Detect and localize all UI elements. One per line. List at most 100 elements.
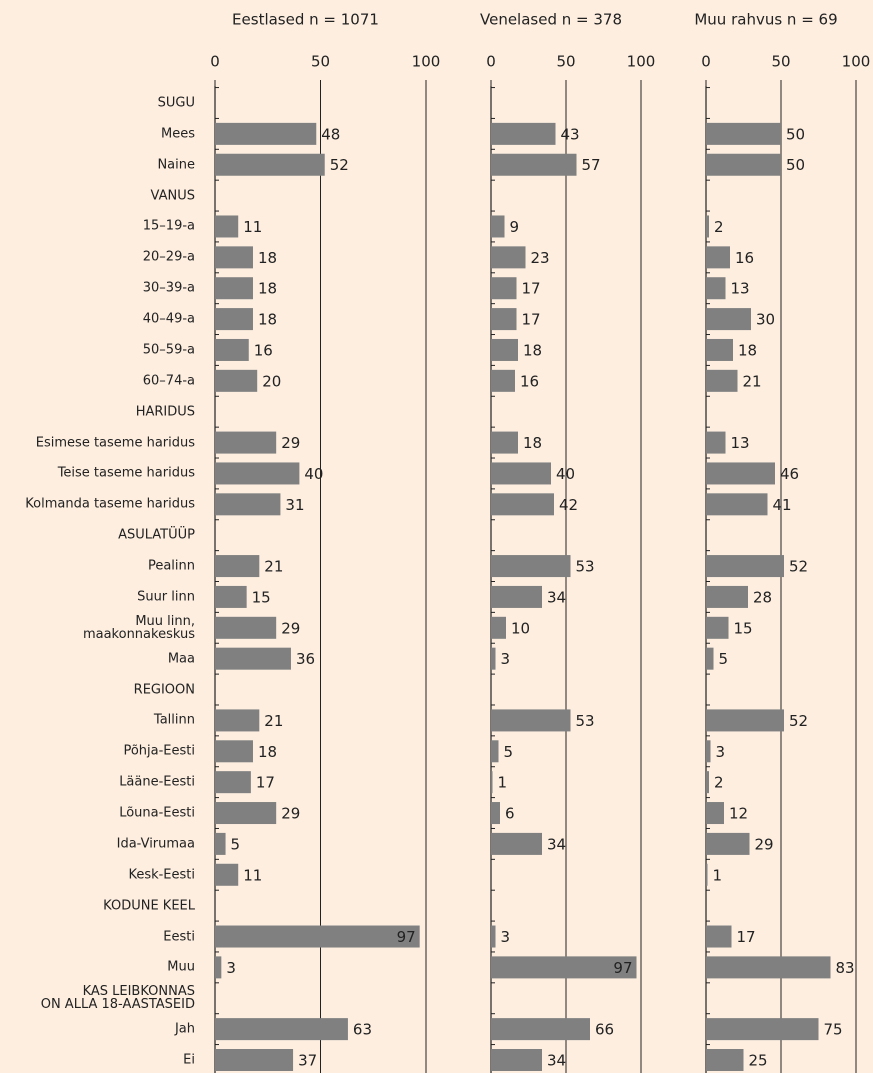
- value-label: 37: [298, 1052, 317, 1070]
- bar: [215, 555, 260, 578]
- value-label: 16: [520, 372, 539, 390]
- value-label: 41: [773, 496, 792, 514]
- panel-title: Venelased n = 378: [480, 11, 622, 29]
- value-label: 21: [264, 712, 283, 730]
- bar: [491, 1018, 590, 1041]
- category-label: 50–59-a: [142, 342, 195, 358]
- category-label: Tallinn: [153, 712, 195, 728]
- bar: [706, 802, 724, 825]
- category-label: Eesti: [163, 929, 195, 945]
- bar: [215, 585, 247, 608]
- value-label: 5: [231, 835, 241, 853]
- value-label: 42: [559, 496, 578, 514]
- bar: [215, 153, 325, 176]
- bar: [215, 832, 226, 855]
- category-label: VANUS: [150, 188, 195, 204]
- value-label: 1: [498, 774, 508, 792]
- value-label: 75: [824, 1021, 843, 1039]
- bar: [706, 462, 775, 485]
- bar: [491, 1049, 542, 1071]
- x-tick-label: 0: [210, 53, 220, 71]
- bar: [706, 555, 784, 578]
- category-label: Suur linn: [137, 589, 195, 605]
- category-label: Mees: [161, 126, 195, 142]
- bar: [706, 740, 711, 763]
- value-label: 57: [582, 156, 601, 174]
- category-label: Maa: [167, 651, 195, 667]
- bar: [706, 585, 748, 608]
- bar: [706, 493, 768, 516]
- bar: [491, 369, 515, 392]
- value-label: 2: [714, 774, 724, 792]
- bar: [491, 740, 499, 763]
- bar: [706, 338, 733, 361]
- bar: [706, 215, 709, 238]
- bar: [706, 863, 708, 886]
- bar: [215, 1018, 348, 1041]
- bar: [215, 740, 253, 763]
- value-label: 40: [556, 465, 575, 483]
- bar: [491, 338, 518, 361]
- value-label: 3: [716, 743, 726, 761]
- category-label: Lõuna-Eesti: [119, 805, 195, 821]
- bar: [491, 153, 577, 176]
- value-label: 2: [714, 218, 724, 236]
- value-label: 52: [789, 558, 808, 576]
- value-label: 13: [731, 434, 750, 452]
- value-label: 21: [743, 372, 762, 390]
- bar: [491, 832, 542, 855]
- value-label: 16: [735, 249, 754, 267]
- value-label: 83: [836, 959, 855, 977]
- value-label: 1: [713, 866, 723, 884]
- bar: [215, 246, 253, 269]
- bar: [706, 925, 732, 948]
- value-label: 52: [789, 712, 808, 730]
- category-label: Kolmanda taseme haridus: [25, 496, 195, 512]
- bar: [706, 1018, 819, 1041]
- value-label: 11: [243, 218, 262, 236]
- bar: [215, 215, 239, 238]
- value-label: 28: [753, 588, 772, 606]
- value-label: 18: [258, 280, 277, 298]
- category-label: 30–39-a: [142, 280, 195, 296]
- bar: [706, 956, 831, 979]
- category-label: KODUNE KEEL: [103, 898, 195, 914]
- bar: [706, 431, 726, 454]
- bar: [706, 771, 709, 794]
- category-label: Jah: [174, 1021, 195, 1037]
- value-label: 29: [281, 434, 300, 452]
- value-label: 31: [285, 496, 304, 514]
- bar: [215, 925, 420, 948]
- x-tick-label: 0: [701, 53, 711, 71]
- value-label: 23: [531, 249, 550, 267]
- x-tick-label: 50: [311, 53, 330, 71]
- bar: [215, 462, 300, 485]
- bar: [491, 246, 526, 269]
- value-label: 17: [522, 280, 541, 298]
- bar: [491, 647, 496, 670]
- value-label: 36: [296, 650, 315, 668]
- value-label: 63: [353, 1021, 372, 1039]
- bar: [215, 709, 260, 732]
- value-label: 48: [321, 125, 340, 143]
- value-label: 34: [547, 588, 566, 606]
- bar: [706, 832, 750, 855]
- bar: [491, 462, 551, 485]
- bar: [491, 771, 493, 794]
- value-label: 50: [786, 125, 805, 143]
- category-label: 40–49-a: [142, 311, 195, 327]
- value-label: 25: [749, 1052, 768, 1070]
- value-label: 13: [731, 280, 750, 298]
- value-label: 30: [756, 311, 775, 329]
- value-label: 5: [719, 650, 729, 668]
- value-label: 11: [243, 866, 262, 884]
- category-label: ASULATÜÜP: [118, 527, 195, 543]
- bar: [706, 647, 714, 670]
- category-label: SUGU: [157, 95, 195, 111]
- value-label: 17: [256, 774, 275, 792]
- value-label: 9: [510, 218, 520, 236]
- bar: [215, 369, 258, 392]
- value-label: 5: [504, 743, 514, 761]
